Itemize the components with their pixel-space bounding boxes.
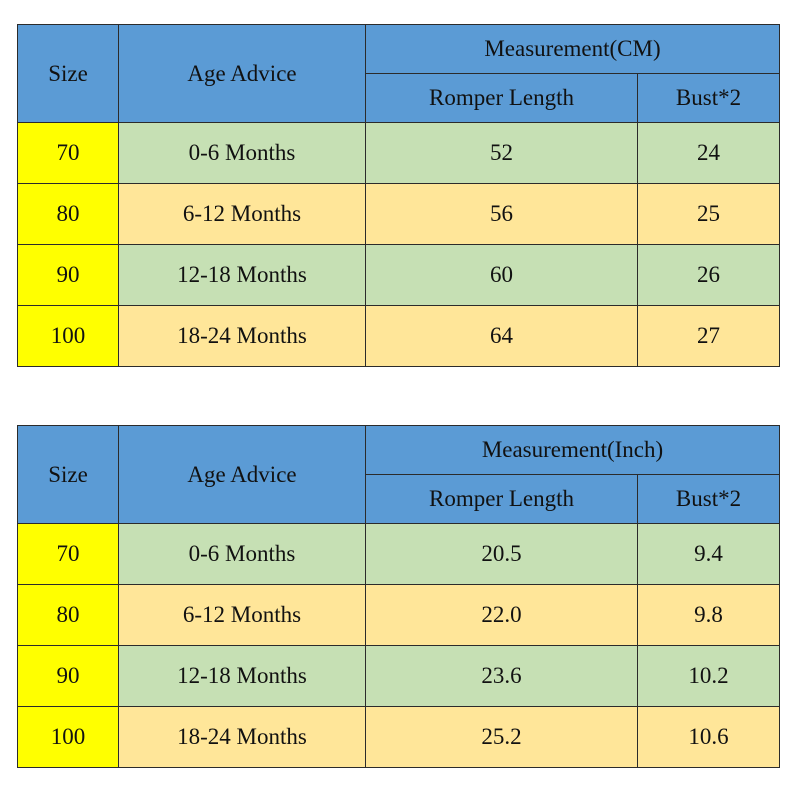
subheader-row: Romper Length Bust*2 [18,73,780,123]
table-row: 70 0-6 Months 20.5 9.4 [17,523,780,585]
size-cell: 90 [17,645,119,707]
size-cell: 70 [17,122,119,184]
size-cell: 100 [17,305,119,367]
length-cell: 64 [365,305,638,367]
size-cell: 100 [17,706,119,768]
length-cell: 52 [365,122,638,184]
bust-cell: 10.6 [637,706,780,768]
bust-header: Bust*2 [637,73,780,123]
age-cell: 0-6 Months [118,122,366,184]
size-cell: 70 [17,523,119,585]
age-cell: 6-12 Months [118,584,366,646]
length-cell: 22.0 [365,584,638,646]
measurement-header: Measurement(CM) [365,24,780,74]
age-cell: 12-18 Months [118,244,366,306]
age-cell: 6-12 Months [118,183,366,245]
table-row: 90 12-18 Months 60 26 [17,244,780,306]
romper-length-header: Romper Length [365,73,638,123]
bust-cell: 10.2 [637,645,780,707]
age-cell: 18-24 Months [118,305,366,367]
header-row: Size Age Advice Measurement(Inch) [17,425,780,524]
age-cell: 0-6 Months [118,523,366,585]
bust-cell: 27 [637,305,780,367]
table-row: 80 6-12 Months 22.0 9.8 [17,584,780,646]
table-row: 100 18-24 Months 25.2 10.6 [17,706,780,768]
bust-cell: 25 [637,183,780,245]
size-cell: 80 [17,584,119,646]
table-row: 70 0-6 Months 52 24 [17,122,780,184]
size-chart-inch-table: Size Age Advice Measurement(Inch) Romper… [17,425,780,768]
table-row: 90 12-18 Months 23.6 10.2 [17,645,780,707]
age-advice-header: Age Advice [118,425,366,524]
table-row: 100 18-24 Months 64 27 [17,305,780,367]
size-header: Size [17,425,119,524]
length-cell: 56 [365,183,638,245]
length-cell: 60 [365,244,638,306]
romper-length-header: Romper Length [365,474,638,524]
age-advice-header: Age Advice [118,24,366,123]
bust-cell: 9.4 [637,523,780,585]
size-cell: 80 [17,183,119,245]
age-cell: 18-24 Months [118,706,366,768]
bust-cell: 26 [637,244,780,306]
measurement-header: Measurement(Inch) [365,425,780,475]
size-chart-cm-table: Size Age Advice Measurement(CM) Romper L… [17,24,780,367]
length-cell: 25.2 [365,706,638,768]
bust-header: Bust*2 [637,474,780,524]
size-cell: 90 [17,244,119,306]
length-cell: 23.6 [365,645,638,707]
table-row: 80 6-12 Months 56 25 [17,183,780,245]
bust-cell: 24 [637,122,780,184]
size-header: Size [17,24,119,123]
length-cell: 20.5 [365,523,638,585]
header-row: Size Age Advice Measurement(CM) [17,24,780,123]
age-cell: 12-18 Months [118,645,366,707]
bust-cell: 9.8 [637,584,780,646]
